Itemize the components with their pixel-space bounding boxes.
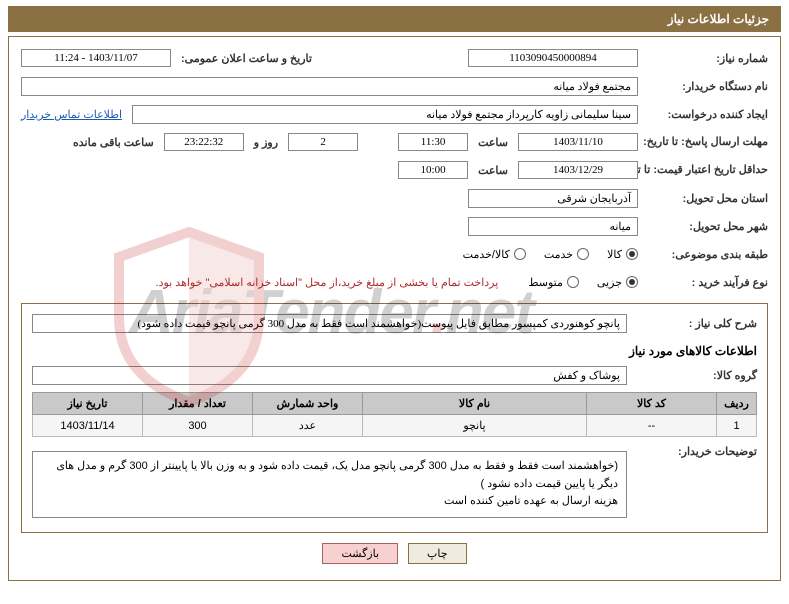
need-no-label: شماره نیاز:: [638, 52, 768, 65]
print-button[interactable]: چاپ: [408, 543, 467, 564]
table-cell: --: [587, 415, 717, 437]
table-header: کد کالا: [587, 393, 717, 415]
public-time-label: تاریخ و ساعت اعلان عمومی:: [181, 52, 312, 65]
main-panel: AriaTender.net شماره نیاز: 1103090450000…: [8, 36, 781, 581]
buyer-contact-link[interactable]: اطلاعات تماس خریدار: [21, 108, 122, 121]
table-header: ردیف: [717, 393, 757, 415]
buyer-notes-label: توضیحات خریدار:: [627, 445, 757, 458]
table-cell: 300: [143, 415, 253, 437]
public-time-value: 1403/11/07 - 11:24: [21, 49, 171, 67]
buyer-org-value: مجتمع فولاد میانه: [21, 77, 638, 96]
radio-icon: [567, 276, 579, 288]
remaining-days: 2: [288, 133, 358, 151]
purchase-radio-group: جزیی متوسط: [528, 276, 638, 289]
radio-icon: [626, 248, 638, 260]
price-date: 1403/12/29: [518, 161, 638, 179]
panel-header: جزئیات اطلاعات نیاز: [8, 6, 781, 32]
days-and-label: روز و: [254, 136, 278, 149]
radio-label: خدمت: [544, 248, 573, 261]
table-header: نام کالا: [363, 393, 587, 415]
purchase-type-label: نوع فرآیند خرید :: [638, 276, 768, 289]
table-cell: عدد: [253, 415, 363, 437]
purchase-option[interactable]: متوسط: [528, 276, 579, 289]
remaining-time: 23:22:32: [164, 133, 244, 151]
creator-value: سینا سلیمانی زاویه کارپرداز مجتمع فولاد …: [132, 105, 638, 124]
back-button[interactable]: بازگشت: [322, 543, 398, 564]
purchase-option[interactable]: جزیی: [597, 276, 638, 289]
buyer-notes-box: (خواهشمند است فقط و فقط به مدل 300 گرمی …: [32, 451, 627, 518]
radio-label: متوسط: [528, 276, 563, 289]
response-date: 1403/11/10: [518, 133, 638, 151]
table-header: تاریخ نیاز: [33, 393, 143, 415]
province-label: استان محل تحویل:: [638, 192, 768, 205]
need-desc-label: شرح کلی نیاز :: [627, 317, 757, 330]
goods-group-value: پوشاک و کفش: [32, 366, 627, 385]
creator-label: ایجاد کننده درخواست:: [638, 108, 768, 121]
table-row: 1--پانچوعدد3001403/11/14: [33, 415, 757, 437]
province-value: آذربایجان شرقی: [468, 189, 638, 208]
category-label: طبقه بندی موضوعی:: [638, 248, 768, 261]
city-value: میانه: [468, 217, 638, 236]
table-cell: پانچو: [363, 415, 587, 437]
hour-label-1: ساعت: [478, 136, 508, 149]
need-desc-value: پانچو کوهنوردی کمپسور مطابق فایل پیوست(خ…: [32, 314, 627, 333]
response-deadline-label: مهلت ارسال پاسخ: تا تاریخ:: [638, 135, 768, 149]
need-no-value: 1103090450000894: [468, 49, 638, 67]
response-hour: 11:30: [398, 133, 468, 151]
radio-label: جزیی: [597, 276, 622, 289]
hour-label-2: ساعت: [478, 164, 508, 177]
table-header: واحد شمارش: [253, 393, 363, 415]
buyer-org-label: نام دستگاه خریدار:: [638, 80, 768, 93]
price-hour: 10:00: [398, 161, 468, 179]
details-subpanel: شرح کلی نیاز : پانچو کوهنوردی کمپسور مطا…: [21, 303, 768, 533]
radio-icon: [626, 276, 638, 288]
category-option[interactable]: کالا: [607, 248, 638, 261]
goods-table: ردیفکد کالانام کالاواحد شمارشتعداد / مقد…: [32, 392, 757, 437]
category-radio-group: کالا خدمت کالا/خدمت: [463, 248, 638, 261]
category-option[interactable]: کالا/خدمت: [463, 248, 526, 261]
price-validity-label: حداقل تاریخ اعتبار قیمت: تا تاریخ:: [638, 163, 768, 177]
radio-label: کالا/خدمت: [463, 248, 510, 261]
city-label: شهر محل تحویل:: [638, 220, 768, 233]
radio-icon: [577, 248, 589, 260]
table-header: تعداد / مقدار: [143, 393, 253, 415]
goods-info-title: اطلاعات کالاهای مورد نیاز: [32, 344, 757, 358]
payment-note: پرداخت تمام یا بخشی از مبلغ خرید،از محل …: [156, 276, 499, 289]
category-option[interactable]: خدمت: [544, 248, 589, 261]
goods-group-label: گروه کالا:: [627, 369, 757, 382]
table-cell: 1: [717, 415, 757, 437]
radio-label: کالا: [607, 248, 622, 261]
buyer-notes-line2: هزینه ارسال به عهده تامین کننده است: [41, 493, 618, 511]
table-cell: 1403/11/14: [33, 415, 143, 437]
remaining-label: ساعت باقی مانده: [73, 136, 154, 149]
radio-icon: [514, 248, 526, 260]
buyer-notes-line1: (خواهشمند است فقط و فقط به مدل 300 گرمی …: [41, 458, 618, 493]
